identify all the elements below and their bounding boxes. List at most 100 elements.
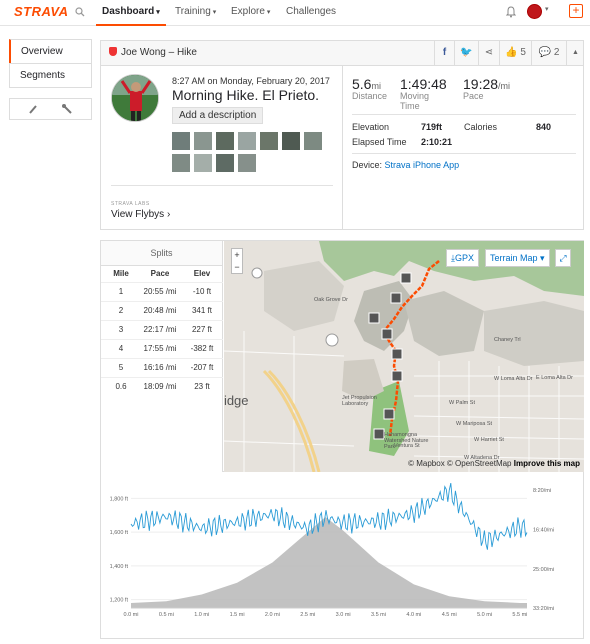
athlete-photo[interactable] — [111, 74, 159, 122]
collapse-button[interactable]: ▲ — [566, 41, 584, 65]
strava-labs-label: STRAVA LABS — [111, 201, 150, 207]
y2-tick-label: 25:00/mi — [533, 567, 554, 573]
map-attribution: © Mapbox © OpenStreetMap Improve this ma… — [408, 459, 580, 468]
zoom-out-button[interactable]: − — [234, 262, 240, 272]
elapsed-time-label: Elapsed Time — [352, 137, 407, 147]
add-description-button[interactable]: Add a description — [172, 107, 264, 124]
photo-thumbnail[interactable] — [193, 153, 213, 173]
nav-explore[interactable]: Explore ▾ — [231, 6, 271, 17]
y-tick-label: 1,600 ft — [110, 530, 129, 536]
view-flybys-link[interactable]: View Flybys › — [111, 209, 171, 220]
download-icon: ⤓ — [451, 253, 455, 263]
y2-tick-label: 8:20/mi — [533, 488, 551, 494]
chevron-down-icon: ▾ — [212, 9, 217, 16]
plus-icon[interactable]: + — [569, 4, 583, 18]
photo-thumbnail[interactable] — [237, 153, 257, 173]
divider — [111, 185, 333, 186]
street-label: Oak Grove Dr — [314, 297, 348, 303]
street-label: W Mariposa St — [456, 421, 493, 427]
moving-time-label: Moving Time — [400, 91, 430, 111]
activity-owner: Joe Wong – Hike — [109, 47, 197, 58]
photo-thumbnail[interactable] — [215, 131, 235, 151]
wrench-icon[interactable] — [61, 103, 73, 115]
street-label: Chaney Trl — [494, 337, 521, 343]
strava-logo[interactable]: STRAVA — [14, 4, 69, 19]
col-mile: Mile — [113, 269, 129, 278]
chevron-down-icon: ▾ — [156, 9, 160, 16]
photo-thumbnail[interactable] — [171, 131, 191, 151]
zoom-controls: + − — [231, 248, 243, 274]
activity-stats: 5.6mi Distance 1:49:48 Moving Time 19:28… — [344, 66, 584, 230]
route-map[interactable]: W Loma Alta Dr E Loma Alta Dr W Palm St … — [224, 241, 584, 472]
chevron-right-icon: › — [166, 209, 171, 220]
col-elev: Elev — [193, 269, 211, 278]
activity-info: 8:27 AM on Monday, February 20, 2017 Mor… — [101, 66, 343, 230]
table-row: 4 17:55 /mi -382 ft — [101, 339, 223, 358]
x-tick-label: 5.0 mi — [477, 612, 492, 618]
y2-tick-label: 16:40/mi — [533, 528, 554, 534]
map-place-label: tridge — [224, 393, 249, 408]
calories-label: Calories — [464, 122, 498, 132]
comments-button[interactable]: 💬 2 — [531, 41, 566, 65]
terrain-map-dropdown[interactable]: Terrain Map ▾ — [485, 249, 550, 267]
gpx-download-button[interactable]: ⤓GPX — [446, 249, 479, 267]
street-label: Jet Propulsion — [342, 395, 377, 401]
nav-training[interactable]: Training ▾ — [175, 6, 217, 17]
fullscreen-icon[interactable]: ⤢ — [555, 249, 571, 267]
share-button[interactable]: ⋖ — [478, 41, 499, 65]
x-tick-label: 5.5 mi — [512, 612, 527, 618]
street-label: E Loma Alta Dr — [536, 375, 573, 381]
avatar[interactable] — [527, 4, 542, 19]
top-navbar: STRAVA Dashboard ▾ Training ▾ Explore ▾ Cha… — [0, 0, 590, 26]
elevation-label: Elevation — [352, 122, 390, 132]
photo-thumbnail[interactable] — [171, 153, 191, 173]
thumbs-up-icon: 👍 — [505, 47, 518, 58]
street-label: Park — [384, 444, 396, 450]
x-tick-label: 2.5 mi — [300, 612, 315, 618]
street-label: W Palm St — [449, 400, 475, 406]
street-label: W Harriet St — [474, 437, 504, 443]
activity-title: Morning Hike. El Prieto. — [172, 87, 320, 103]
chevron-down-icon: ▾ — [266, 9, 271, 16]
map-canvas: W Loma Alta Dr E Loma Alta Dr W Palm St … — [224, 241, 584, 472]
photo-thumbnail[interactable] — [303, 131, 323, 151]
photo-thumbnail[interactable] — [259, 131, 279, 151]
chart-canvas: 1,800 ft 1,600 ft 1,400 ft 1,200 ft 8:20/mi 1… — [110, 483, 554, 618]
kudos-button[interactable]: 👍 5 — [499, 41, 531, 65]
photo-thumbnail[interactable] — [281, 131, 301, 151]
photo-thumbnail[interactable] — [193, 131, 213, 151]
col-pace: Pace — [150, 269, 170, 278]
activity-sidebar: Overview Segments — [9, 39, 92, 120]
bell-icon[interactable] — [506, 6, 516, 18]
device-link[interactable]: Strava iPhone App — [384, 160, 460, 170]
sidebar-item-overview[interactable]: Overview — [9, 39, 92, 64]
street-label: W Altadena Dr — [464, 455, 500, 461]
chevron-down-icon[interactable]: ▾ — [545, 6, 549, 13]
x-tick-label: 1.5 mi — [230, 612, 245, 618]
table-row: 3 22:17 /mi 227 ft — [101, 320, 223, 339]
x-tick-label: 1.0 mi — [194, 612, 209, 618]
street-label: Ventura St — [394, 443, 420, 449]
elapsed-time-value: 2:10:21 — [421, 137, 453, 147]
zoom-in-button[interactable]: + — [234, 250, 240, 260]
activity-owner-name[interactable]: Joe Wong – Hike — [121, 47, 197, 58]
sidebar-item-segments[interactable]: Segments — [9, 63, 92, 88]
splits-title: Splits — [101, 241, 222, 266]
photo-thumbnail[interactable] — [237, 131, 257, 151]
search-icon[interactable] — [75, 7, 85, 17]
pencil-icon[interactable] — [27, 103, 39, 115]
elevation-area — [131, 516, 527, 608]
elevation-pace-chart[interactable]: 1,800 ft 1,600 ft 1,400 ft 1,200 ft 8:20/mi 1… — [100, 472, 584, 639]
nav-dashboard[interactable]: Dashboard ▾ — [96, 0, 166, 26]
table-row: 5 16:16 /mi -207 ft — [101, 358, 223, 377]
twitter-share-button[interactable]: 🐦 — [454, 41, 478, 65]
activity-header: Joe Wong – Hike f 🐦 ⋖ 👍 5 💬 2 ▲ — [101, 41, 583, 66]
nav-challenges[interactable]: Challenges — [286, 6, 337, 17]
photo-thumbnail[interactable] — [215, 153, 235, 173]
sidebar-tools — [9, 98, 92, 120]
distance-value: 5.6mi — [352, 76, 381, 92]
improve-map-link[interactable]: Improve this map — [513, 459, 580, 468]
x-tick-label: 4.0 mi — [406, 612, 421, 618]
facebook-share-button[interactable]: f — [434, 41, 454, 65]
pace-line — [130, 483, 528, 550]
